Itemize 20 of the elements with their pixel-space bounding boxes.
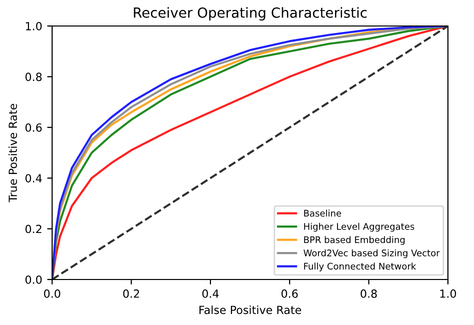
x-tick-label: 1.0 [440, 289, 456, 298]
y-tick-label: 0.6 [25, 123, 42, 132]
x-tick-label: 0.4 [202, 289, 219, 298]
y-tick-label: 0.4 [25, 174, 42, 182]
legend-label: Baseline [304, 210, 342, 217]
y-tick-label: 1.0 [26, 22, 42, 30]
legend-label: Word2Vec based Sizing Vector [304, 249, 440, 258]
y-tick-label: 0.2 [25, 224, 42, 234]
x-tick-label: 0.6 [282, 289, 298, 298]
legend-label: BPR based Embedding [304, 236, 405, 245]
x-tick-label: 0.2 [123, 289, 140, 298]
y-axis-title: True Positive Rate [8, 104, 18, 202]
y-tick-label: 0.8 [25, 72, 42, 82]
x-tick-label: 0.0 [44, 289, 60, 298]
x-tick-label: 0.8 [360, 289, 377, 298]
chart-title: Receiver Operating Characteristic [134, 7, 367, 21]
legend-label: Higher Level Aggregates [304, 222, 414, 232]
x-axis-title: False Positive Rate [199, 306, 302, 314]
y-tick-label: 0.0 [25, 275, 42, 284]
legend-label: Fully Connected Network [304, 262, 416, 272]
